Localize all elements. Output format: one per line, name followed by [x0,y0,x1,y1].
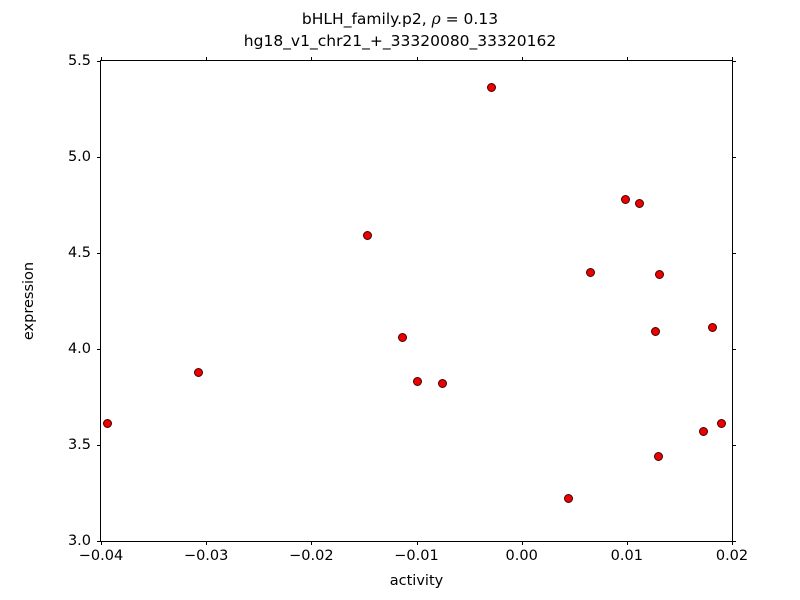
plot-axes-frame: −0.04 −0.03 −0.02 −0.01 0.00 0.01 0.02 3.0 3.5 4… [21,53,748,589]
data-point [716,419,726,429]
x-tick-label: 0.00 [505,548,538,564]
y-tick-label: 4.0 [67,341,91,357]
x-tick-mark [626,541,628,545]
y-tick-label: 5.0 [67,149,91,165]
y-tick-mark [97,445,101,446]
x-tick-label: −0.04 [78,548,124,564]
y-tick-mark-right [732,349,736,350]
y-tick-mark-right [732,541,736,542]
data-point [413,377,423,387]
plot-data-area [101,61,732,541]
data-point [102,419,112,429]
x-tick-mark-top [311,57,313,61]
chart-title-line1: bHLH_family.p2, ρ = 0.13 [0,8,800,30]
x-tick-label: 0.01 [610,548,643,564]
y-tick-label: 5.5 [67,53,91,69]
y-tick-label: 3.0 [67,533,91,549]
y-tick-label: 3.5 [67,437,91,453]
chart-title-line2: hg18_v1_chr21_+_33320080_33320162 [243,32,557,50]
x-tick-label: −0.02 [289,548,334,564]
x-tick-label: −0.03 [183,548,229,564]
x-tick-mark-top [206,57,208,61]
chart-title: bHLH_family.p2, ρ = 0.13 hg18_v1_chr21_+… [0,8,800,52]
y-tick-mark [97,61,101,62]
y-tick-mark [97,253,101,254]
y-tick-mark-right [732,157,736,158]
x-tick-mark-top [732,57,733,61]
x-tick-mark [101,541,102,545]
x-tick-mark [206,541,208,545]
data-point [653,452,663,462]
y-tick-mark-right [732,253,736,254]
data-point [699,427,709,437]
chart-title-line1-suffix: = 0.13 [440,10,499,28]
x-tick-mark [311,541,313,545]
y-tick-mark-right [732,61,736,62]
x-tick-mark [732,541,733,545]
chart-title-line1-prefix: bHLH_family.p2, [301,10,432,28]
data-point [398,332,408,342]
data-point [634,198,644,208]
data-point [585,267,595,277]
data-point [650,327,660,337]
data-point [438,379,448,389]
x-tick-mark [521,541,523,545]
data-point [194,367,204,377]
data-point [621,194,631,204]
x-tick-mark-top [521,57,523,61]
data-point [362,231,372,241]
x-tick-label: 0.02 [715,548,749,564]
data-point [654,269,664,279]
y-tick-mark [97,157,101,158]
data-point [486,83,496,93]
x-tick-mark-top [626,57,628,61]
rho-symbol: ρ [431,10,441,28]
x-tick-mark-top [416,57,418,61]
x-tick-mark [416,541,418,545]
data-point [564,494,574,504]
y-tick-mark-right [732,445,736,446]
x-axis-label: activity [389,573,444,589]
x-tick-label: −0.01 [394,548,439,564]
y-axis-label: expression [21,261,37,341]
data-point [707,323,717,333]
x-tick-mark-top [101,57,102,61]
y-tick-mark [97,349,101,350]
y-tick-label: 4.5 [67,245,91,261]
y-tick-mark [97,541,101,542]
